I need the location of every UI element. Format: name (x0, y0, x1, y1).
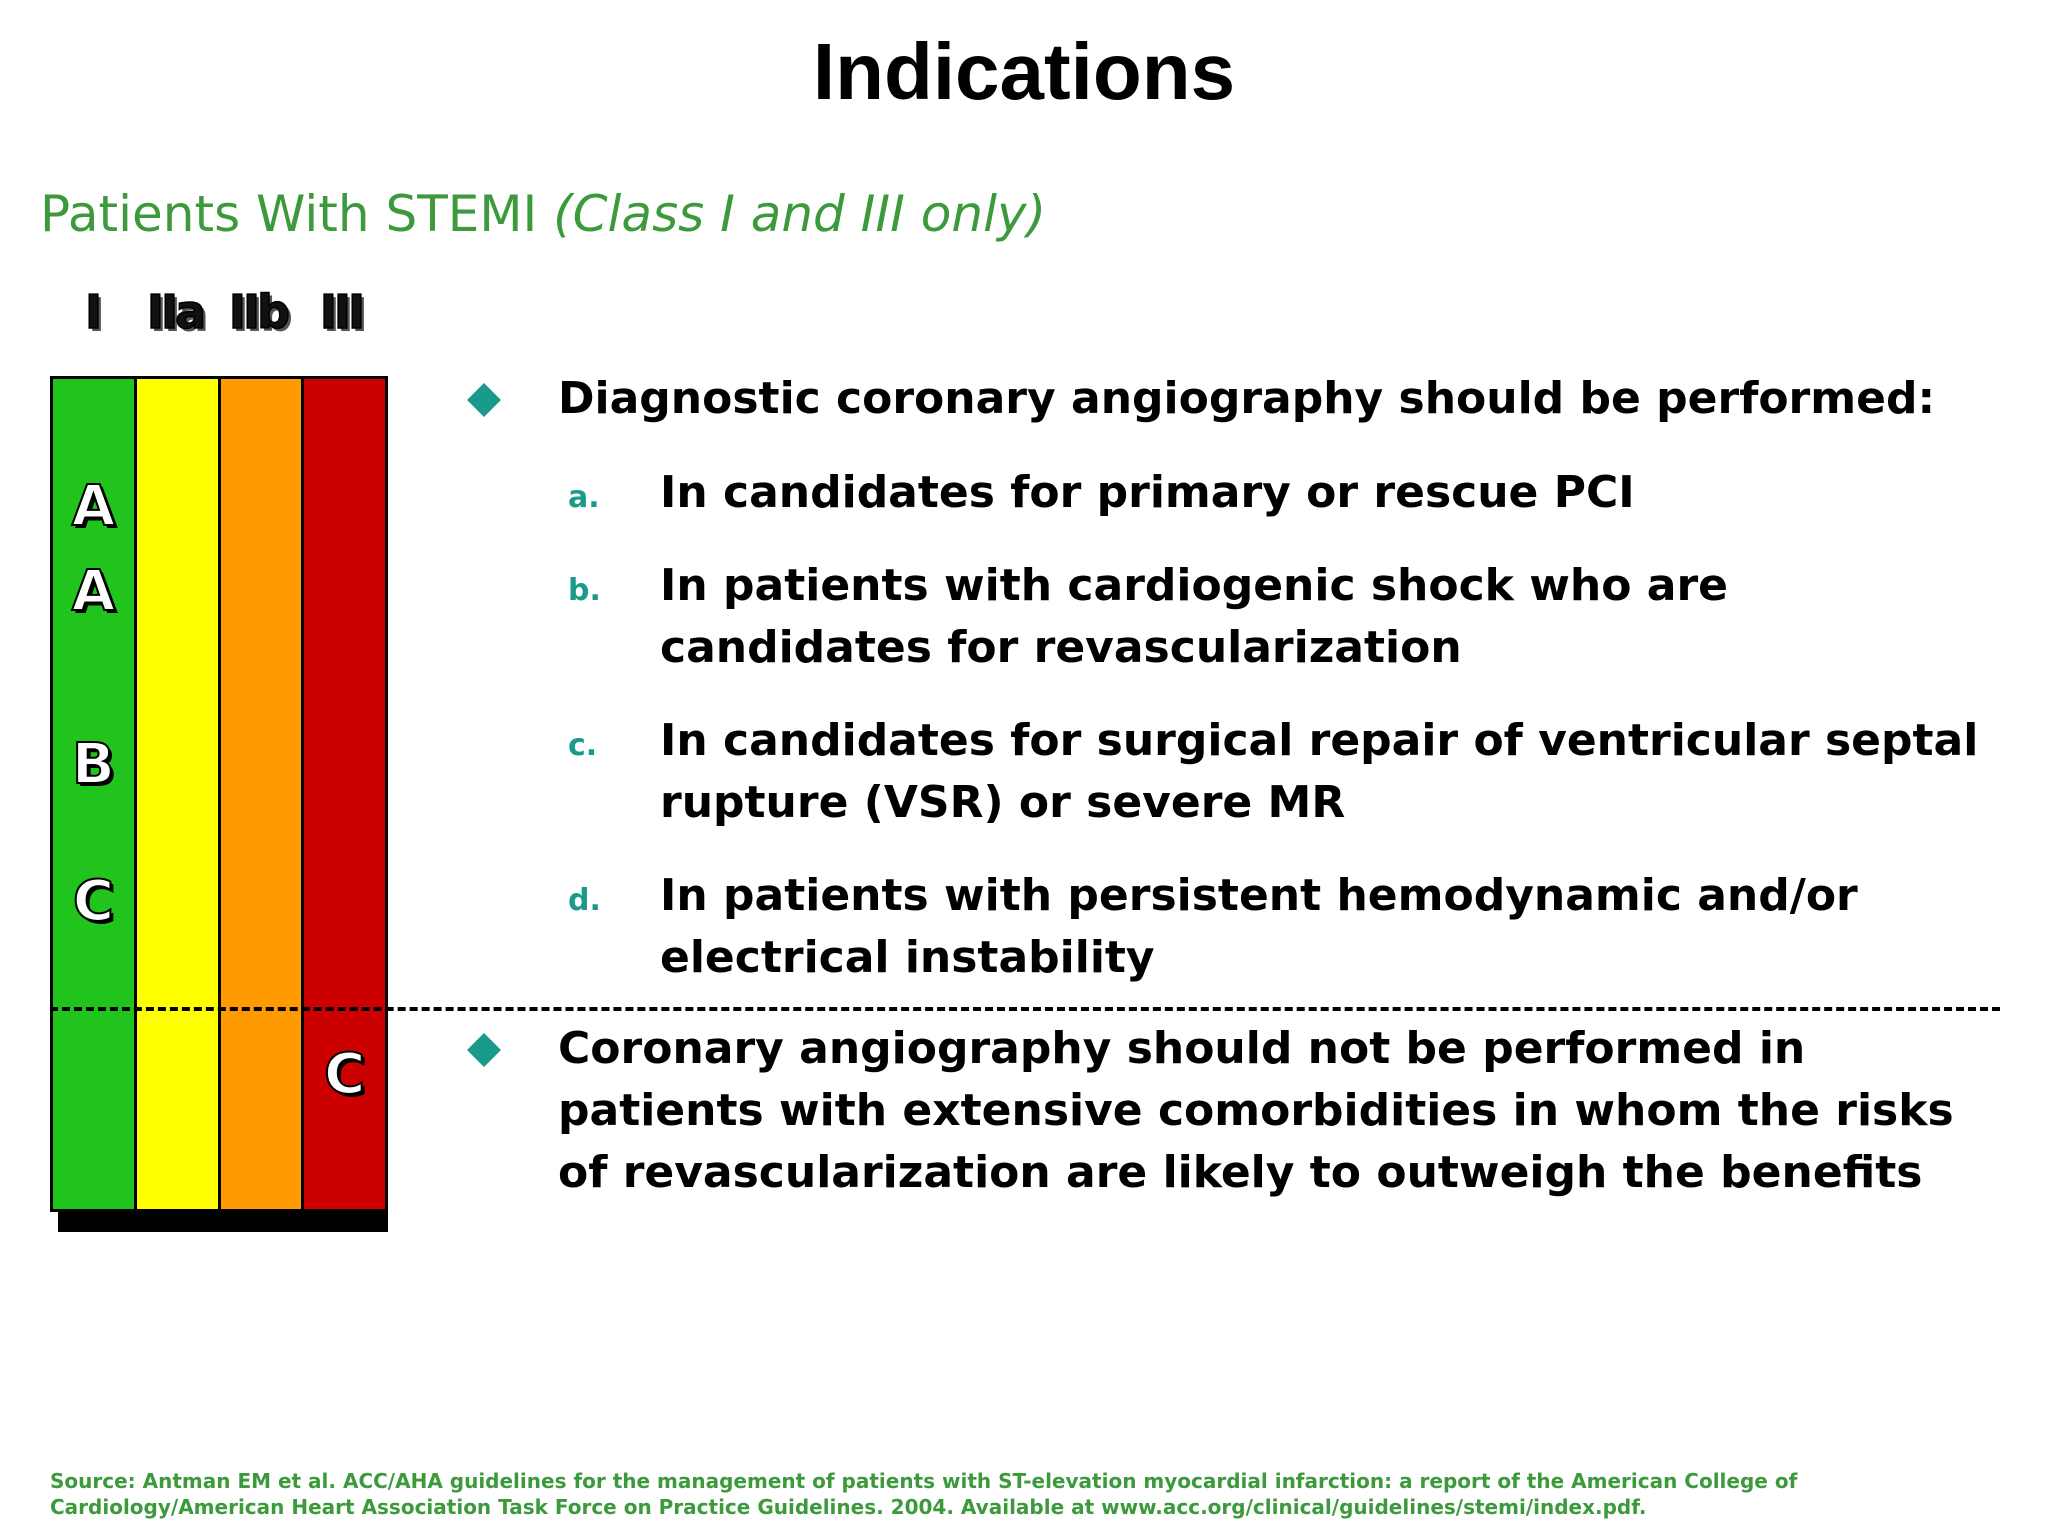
class-column-iib (217, 379, 302, 1209)
list-item: In candidates for primary or rescue PCI (660, 467, 1635, 518)
level-badge: C (323, 1042, 366, 1107)
diamond-bullet-icon (467, 1033, 501, 1067)
level-badge: A (71, 559, 116, 624)
level-badge: A (71, 474, 116, 539)
class-column-iia (133, 379, 218, 1209)
list-marker: a. (568, 480, 600, 515)
source-citation: Source: Antman EM et al. ACC/AHA guideli… (50, 1469, 1798, 1519)
subtitle-italic: (Class I and III only) (553, 185, 1047, 243)
list-item: In candidates for surgical repair of ven… (660, 715, 1979, 828)
list-item: In patients with cardiogenic shock who a… (660, 560, 1729, 673)
class-column-i: A A B C (53, 379, 134, 1209)
list-item: In patients with persistent hemodynamic … (660, 870, 1858, 983)
class-grid: A A B C C (50, 376, 388, 1212)
bullet-perform: Diagnostic coronary angiography should b… (558, 373, 1936, 424)
bullet-not-perform: Coronary angiography should not be perfo… (558, 1023, 1954, 1198)
diamond-bullet-icon (467, 383, 501, 417)
class-label-iii: III (319, 284, 366, 340)
slide-title: Indications (812, 27, 1236, 116)
list-marker: d. (568, 883, 601, 918)
list-marker: b. (568, 573, 601, 608)
subtitle-main: Patients With STEMI (40, 185, 554, 243)
dashed-divider (50, 1007, 2000, 1011)
slide-subtitle: Patients With STEMI (Class I and III onl… (40, 185, 1046, 243)
class-label-iib: IIb (228, 284, 291, 340)
class-column-iii: C (301, 379, 385, 1209)
class-labels: I IIa IIb III (50, 284, 390, 345)
level-badge: B (71, 732, 116, 797)
class-label-iia: IIa (146, 284, 207, 340)
class-label-i: I (84, 284, 103, 340)
level-badge: C (72, 869, 115, 934)
list-marker: c. (568, 728, 598, 763)
